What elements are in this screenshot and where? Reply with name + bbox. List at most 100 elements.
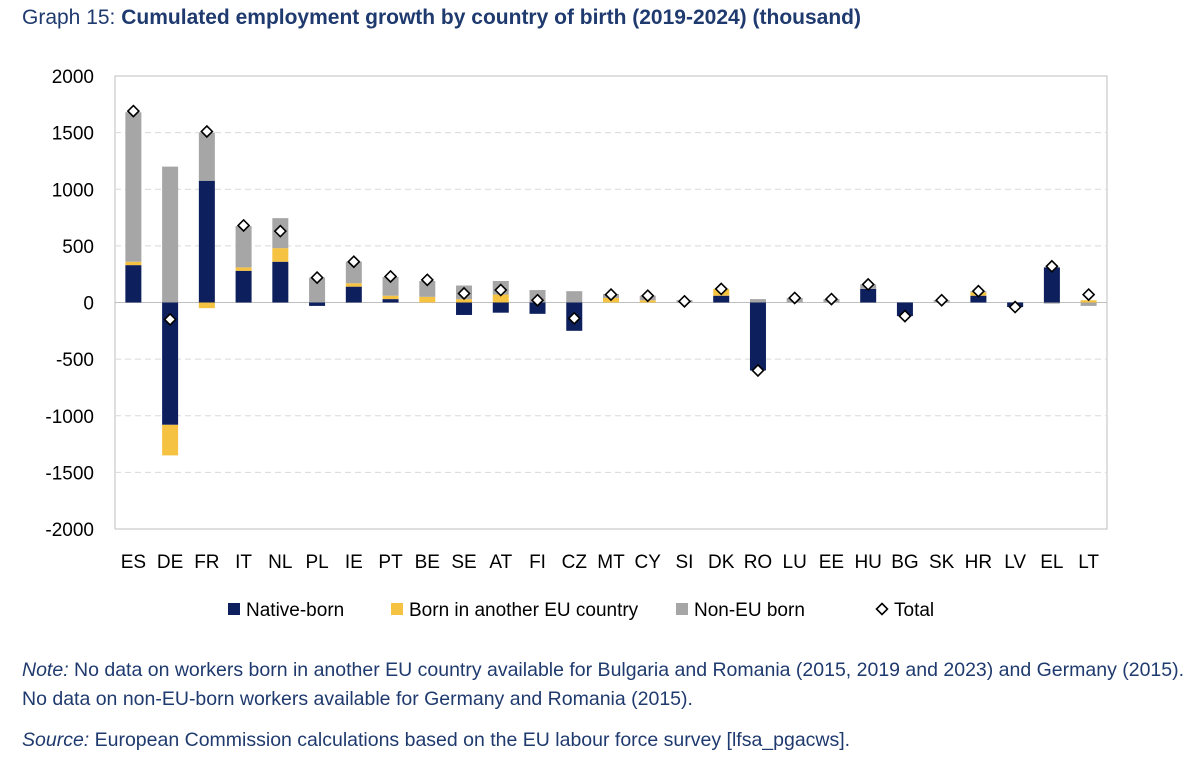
x-tick-label: DK xyxy=(708,552,735,573)
x-tick-label: SE xyxy=(451,552,476,573)
bar-pl-series-0 xyxy=(309,302,326,306)
total-marker-lt xyxy=(1081,287,1096,302)
note-text: No data on workers born in another EU co… xyxy=(22,659,1185,710)
x-tick-label: PT xyxy=(378,552,403,573)
x-tick-label: LT xyxy=(1078,552,1099,573)
y-tick-label: 1500 xyxy=(52,124,94,145)
total-marker-fi xyxy=(530,293,545,307)
bar-be-series-1 xyxy=(419,296,436,303)
bar-nl-series-1 xyxy=(272,248,289,262)
total-marker-it xyxy=(236,218,251,233)
legend-label: Non-EU born xyxy=(694,600,805,621)
y-tick-label: -2000 xyxy=(45,520,94,541)
y-tick-label: -1000 xyxy=(45,407,94,428)
x-tick-label: HR xyxy=(965,552,992,573)
chart-title: Graph 15: Cumulated employment growth by… xyxy=(22,6,861,30)
chart-note: Note: No data on workers born in another… xyxy=(22,656,1187,714)
y-tick-label: 0 xyxy=(83,294,94,315)
stacked-bar-chart: 2000 1500 1000 500 0 -500 -1000 -1500 -2000 ES DE F… xyxy=(45,67,1108,621)
x-tick-label: DE xyxy=(157,552,183,573)
bar-de-series-2 xyxy=(162,166,179,303)
note-label: Note: xyxy=(22,659,69,681)
bar-de-series-1 xyxy=(162,424,179,456)
bar-cz-series-2 xyxy=(566,291,583,303)
bar-at-series-1 xyxy=(492,294,509,303)
bar-hr-series-0 xyxy=(970,295,987,303)
bar-es-series-2 xyxy=(125,112,142,262)
bar-ie-series-0 xyxy=(345,286,362,303)
bar-ro-series-0 xyxy=(749,302,766,371)
x-tick-label: BE xyxy=(415,552,440,573)
x-tick-label: AT xyxy=(489,552,512,573)
bar-dk-series-0 xyxy=(713,295,730,303)
legend-label: Born in another EU country xyxy=(409,600,639,621)
bar-se-series-1 xyxy=(456,299,473,303)
total-marker-hr xyxy=(971,284,986,298)
legend-diamond xyxy=(875,602,889,616)
bar-bg-series-0 xyxy=(896,302,913,317)
bar-it-series-1 xyxy=(235,267,252,271)
total-marker-pt xyxy=(383,269,398,284)
bar-nl-series-0 xyxy=(272,261,289,303)
bar-pt-series-2 xyxy=(382,277,399,296)
x-tick-label: EL xyxy=(1040,552,1063,573)
total-marker-es xyxy=(126,104,141,118)
total-marker-el xyxy=(1045,259,1059,273)
x-tick-label: NL xyxy=(268,552,292,573)
source-label: Source: xyxy=(22,729,90,751)
x-tick-label: PL xyxy=(305,552,328,573)
bar-fr-series-2 xyxy=(198,132,215,181)
graph-title-text: Cumulated employment growth by country o… xyxy=(121,6,861,29)
total-marker-nl xyxy=(273,224,287,238)
total-marker-lu xyxy=(788,291,802,305)
bar-pl-series-2 xyxy=(309,277,326,303)
bar-lt-series-1 xyxy=(1080,300,1097,303)
total-marker-lv xyxy=(1008,300,1022,314)
y-tick-label: 500 xyxy=(62,237,94,258)
bar-lt-series-2 xyxy=(1080,302,1097,306)
total-marker-be xyxy=(420,273,434,287)
x-tick-label: FI xyxy=(529,552,546,573)
bar-pt-series-1 xyxy=(382,295,399,300)
bar-ro-series-2 xyxy=(749,299,766,303)
x-tick-label: HU xyxy=(854,552,881,573)
total-marker-ee xyxy=(824,292,839,306)
x-tick-label: ES xyxy=(121,552,146,573)
total-marker-ro xyxy=(751,363,765,378)
x-tick-label: LV xyxy=(1004,552,1026,573)
bar-it-series-0 xyxy=(235,270,252,303)
x-tick-label: RO xyxy=(744,552,773,573)
legend-label: Total xyxy=(894,600,934,621)
bar-ie-series-1 xyxy=(345,283,362,287)
total-marker-si xyxy=(677,294,692,308)
x-tick-label: IE xyxy=(345,552,363,573)
total-marker-cz xyxy=(567,311,581,325)
bar-it-series-2 xyxy=(235,226,252,268)
legend-label: Native-born xyxy=(246,600,344,621)
bar-pt-series-0 xyxy=(382,299,399,303)
total-marker-mt xyxy=(604,287,618,302)
bar-es-series-0 xyxy=(125,265,142,303)
bar-be-series-2 xyxy=(419,280,436,297)
bar-el-series-0 xyxy=(1043,267,1060,303)
bar-es-series-1 xyxy=(125,261,142,266)
legend-swatch xyxy=(391,603,403,615)
legend-swatch xyxy=(228,603,240,615)
y-tick-label: -1500 xyxy=(45,463,94,484)
total-marker-at xyxy=(494,283,508,297)
total-marker-se xyxy=(457,286,471,301)
total-marker-pl xyxy=(310,270,324,285)
source-text: European Commission calculations based o… xyxy=(89,729,851,751)
bar-fr-series-0 xyxy=(198,180,215,303)
legend-swatch xyxy=(676,603,688,615)
bar-el-series-2 xyxy=(1043,302,1060,304)
y-tick-label: -500 xyxy=(56,350,94,371)
x-tick-label: FR xyxy=(194,552,219,573)
total-marker-ie xyxy=(347,255,361,269)
total-marker-de xyxy=(163,312,177,327)
total-marker-hu xyxy=(861,277,875,292)
total-marker-fr xyxy=(200,124,214,139)
bar-fi-series-0 xyxy=(529,302,546,314)
total-marker-dk xyxy=(714,282,728,296)
bar-fr-series-1 xyxy=(198,302,215,309)
